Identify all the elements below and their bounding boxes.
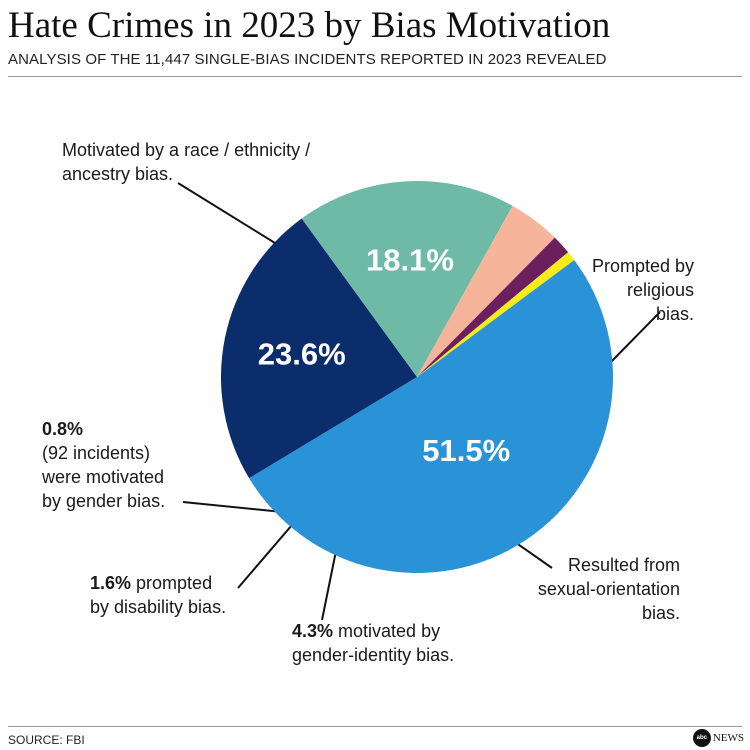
annotation-sexual-line3: bias.: [641, 603, 680, 623]
annotation-disability-line1: prompted: [131, 573, 213, 593]
annotation-race: Motivated by a race / ethnicity / ancest…: [62, 138, 310, 186]
page-subtitle: ANALYSIS OF THE 11,447 SINGLE-BIAS INCID…: [8, 51, 607, 68]
annotation-gender-identity: 4.3% motivated by gender-identity bias.: [292, 619, 454, 667]
pie-slice-sexual-orientation: [301, 180, 513, 377]
annotation-gender-identity-line2: gender-identity bias.: [292, 645, 455, 665]
pie-label-religion: 23.6%: [258, 337, 346, 372]
leader-religion: [609, 311, 661, 364]
footer-divider: [8, 726, 742, 727]
annotation-religion: Prompted by religious bias.: [592, 254, 694, 326]
annotation-gender: 0.8% (92 incidents) were motivated by ge…: [42, 417, 165, 513]
pie-slices: [220, 180, 613, 573]
annotation-gender-pct: 0.8%: [42, 419, 84, 439]
page-title: Hate Crimes in 2023 by Bias Motivation: [8, 5, 611, 46]
leader-race: [177, 182, 276, 244]
pie-slice-race: [249, 259, 613, 573]
annotation-religion-line2: religious: [626, 280, 694, 300]
leader-gender: [182, 501, 284, 513]
source-note: SOURCE: FBI: [8, 733, 85, 747]
annotation-sexual-line2: sexual-orientation: [537, 579, 680, 599]
leader-gender-identity: [321, 545, 338, 621]
news-logo-text: NEWS: [712, 732, 744, 744]
annotation-sexual-orientation: Resulted from sexual-orientation bias.: [538, 553, 680, 625]
header-divider: [8, 76, 742, 77]
annotation-race-line2: ancestry bias.: [62, 164, 174, 184]
pie-label-race: 51.5%: [422, 433, 510, 468]
pie-slice-labels: 51.5% 23.6% 18.1%: [258, 243, 510, 469]
pie-slice-disability: [417, 237, 569, 377]
annotation-gender-identity-pct: 4.3%: [292, 621, 334, 641]
annotation-gender-line1: (92 incidents): [42, 443, 151, 463]
annotation-sexual-line1: Resulted from: [567, 555, 680, 575]
annotation-disability: 1.6% prompted by disability bias.: [90, 571, 226, 619]
annotation-gender-identity-line1: motivated by: [333, 621, 441, 641]
abc-news-logo: abc NEWS: [692, 729, 744, 747]
annotation-gender-line2: were motivated: [42, 467, 165, 487]
abc-logo-icon: abc: [692, 729, 711, 747]
leader-disability: [237, 517, 299, 589]
pie-label-sexual-orientation: 18.1%: [366, 243, 454, 278]
annotation-disability-line2: by disability bias.: [90, 597, 227, 617]
leader-lines: [177, 182, 661, 621]
pie-slice-gender: [417, 252, 575, 377]
pie-slice-gender-identity: [417, 205, 555, 377]
annotation-religion-line3: bias.: [655, 304, 694, 324]
annotation-religion-line1: Prompted by: [591, 256, 694, 276]
annotation-disability-pct: 1.6%: [90, 573, 132, 593]
annotation-gender-line3: by gender bias.: [42, 491, 166, 511]
annotation-race-line1: Motivated by a race / ethnicity /: [62, 140, 311, 160]
pie-slice-religion: [220, 218, 417, 479]
